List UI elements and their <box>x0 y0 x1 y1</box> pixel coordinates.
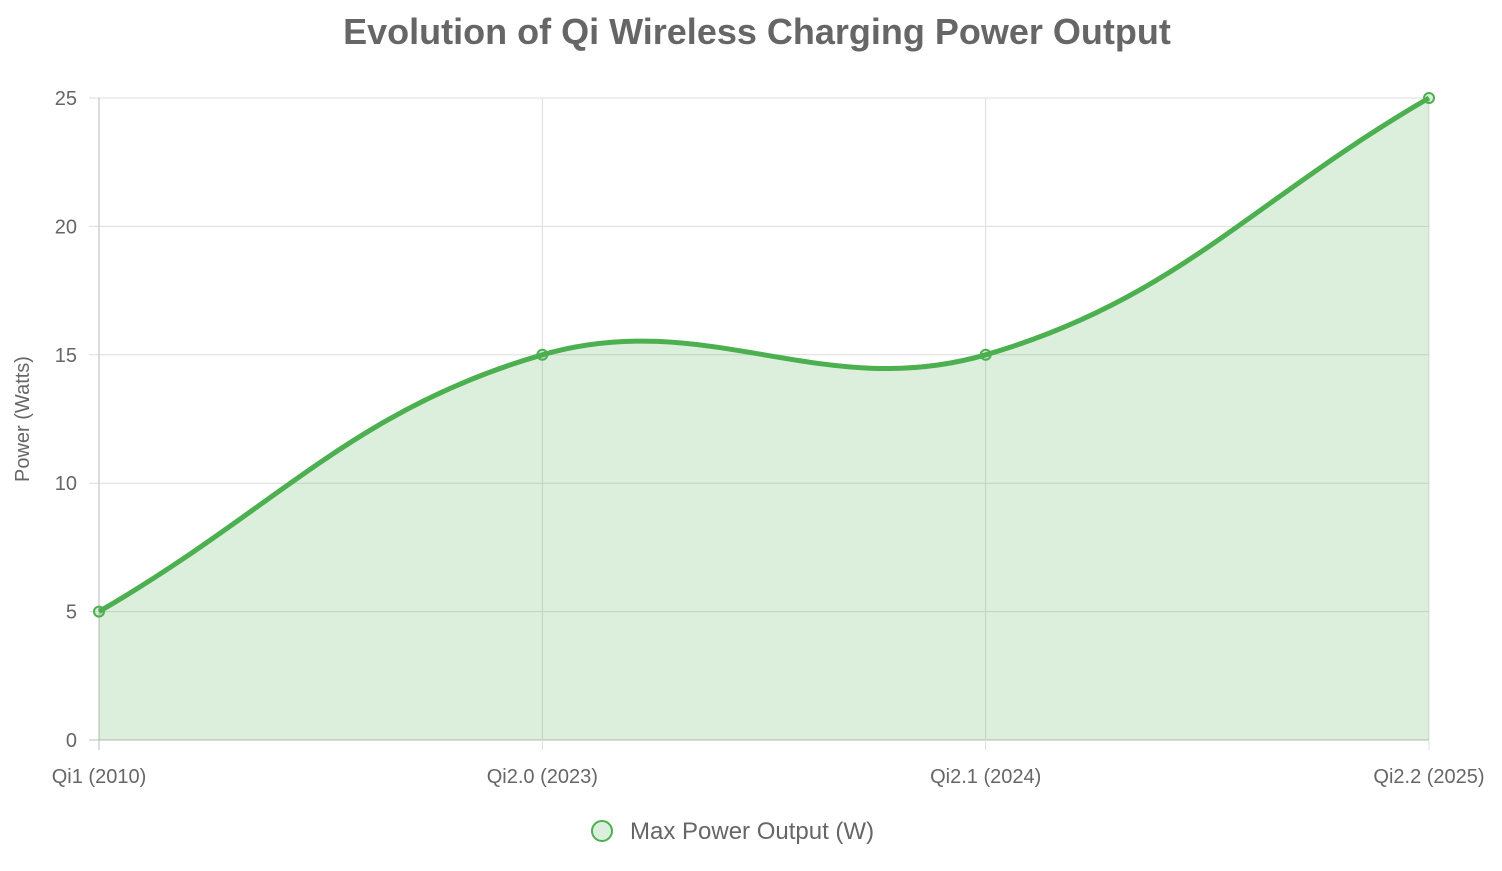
y-axis-label: Power (Watts) <box>12 356 34 482</box>
y-tick-label: 20 <box>55 216 77 238</box>
data-point <box>536 348 549 361</box>
x-tick-label: Qi1 (2010) <box>52 766 147 788</box>
y-tick-label: 5 <box>66 602 77 624</box>
data-point <box>979 348 992 361</box>
data-point <box>93 605 105 618</box>
x-tick-label: Qi2.0 (2023) <box>487 766 598 788</box>
series-line <box>97 95 1431 614</box>
y-axis: 0 5 10 15 20 25 <box>55 88 77 752</box>
y-tick-label: 10 <box>55 473 77 495</box>
data-point <box>1423 92 1435 104</box>
x-axis: Qi1 (2010) Qi2.0 (2023) Qi2.1 (2024) Qi2.2 … <box>52 766 1485 788</box>
series <box>93 92 1435 740</box>
y-tick-label: 0 <box>66 730 77 752</box>
y-tick-label: 15 <box>55 345 77 367</box>
legend[interactable]: Max Power Output (W) <box>591 818 874 845</box>
x-tick-label: Qi2.2 (2025) <box>1373 766 1484 788</box>
series-area <box>99 98 1429 740</box>
chart-title: Evolution of Qi Wireless Charging Power … <box>343 11 1171 52</box>
legend-marker <box>591 820 613 842</box>
y-tick-label: 25 <box>55 88 77 110</box>
x-tick-label: Qi2.1 (2024) <box>930 766 1041 788</box>
grid <box>89 97 1430 750</box>
legend-label[interactable]: Max Power Output (W) <box>630 818 874 845</box>
